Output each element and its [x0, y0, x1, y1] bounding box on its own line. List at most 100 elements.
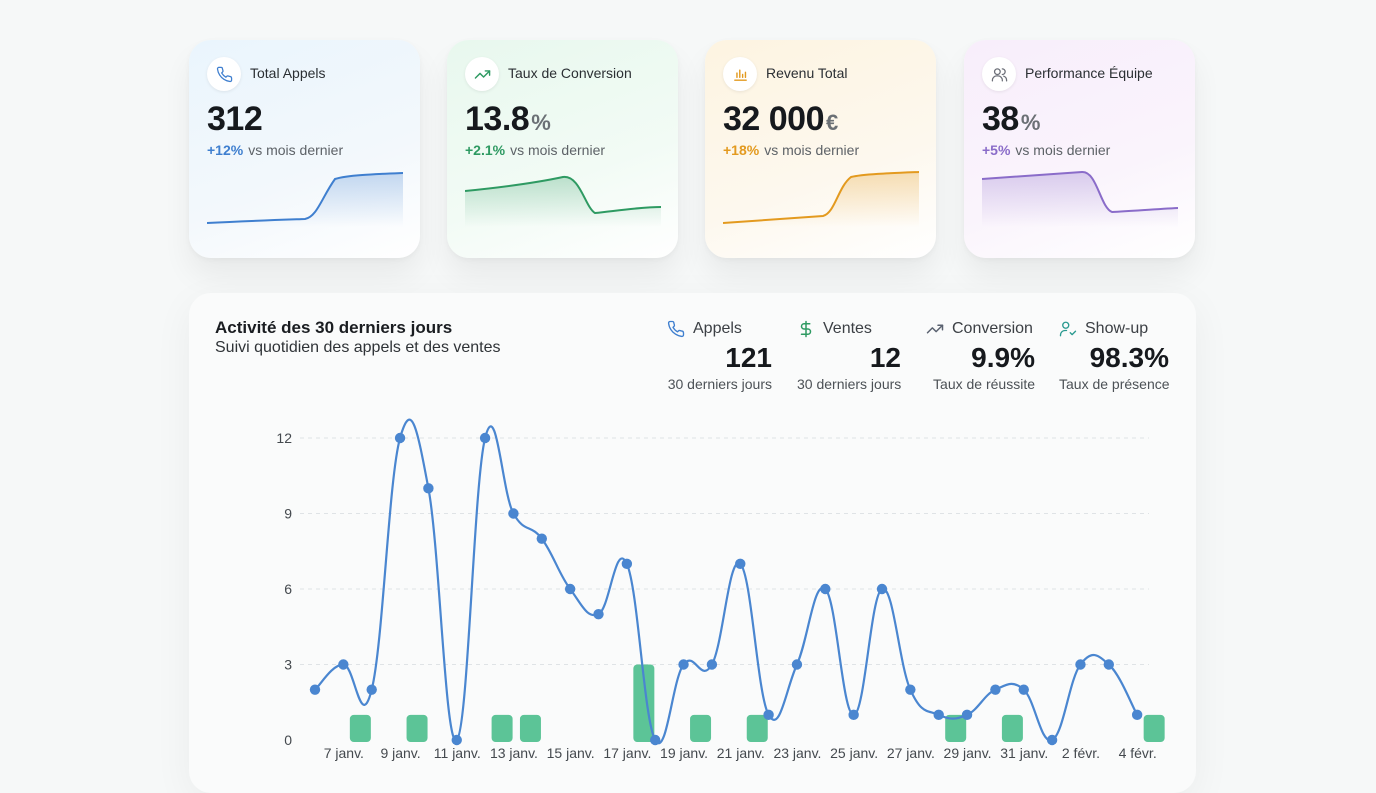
point-appels[interactable] — [1103, 659, 1114, 670]
panel-title: Activité des 30 derniers jours — [215, 318, 453, 337]
x-tick-label: 25 janv. — [830, 745, 878, 761]
sparkline-performance-equipe — [982, 170, 1178, 227]
x-tick-label: 9 janv. — [380, 745, 420, 761]
stat-foot: Taux de présence — [1059, 376, 1170, 392]
x-tick-label: 11 janv. — [434, 745, 481, 761]
kpi-title: Performance Équipe — [1025, 65, 1153, 81]
y-tick-label: 6 — [284, 581, 292, 597]
line-appels — [314, 418, 1139, 745]
kpi-value: 32 000€ — [723, 100, 838, 138]
point-appels[interactable] — [508, 508, 519, 519]
stat-value: 12 — [869, 342, 901, 373]
bar-ventes[interactable] — [1001, 714, 1023, 742]
point-appels[interactable] — [1046, 734, 1058, 746]
stat-appels: Appels 121 30 derniers jours — [667, 320, 772, 392]
point-appels[interactable] — [763, 709, 774, 721]
stat-foot: 30 derniers jours — [797, 376, 902, 392]
point-appels[interactable] — [706, 659, 718, 670]
point-appels[interactable] — [479, 432, 491, 444]
stat-value: 9.9% — [971, 342, 1035, 373]
kpi-row: Total Appels 312 +12% vs mois dernier Tau… — [189, 40, 1196, 258]
point-appels[interactable] — [564, 583, 576, 595]
x-tick-label: 31 janv. — [1000, 745, 1048, 761]
point-appels[interactable] — [1018, 684, 1029, 695]
x-tick-label: 17 janv. — [603, 745, 651, 761]
point-appels[interactable] — [451, 734, 462, 746]
point-appels[interactable] — [309, 684, 321, 695]
point-appels[interactable] — [848, 709, 859, 721]
stat-foot: Taux de réussite — [933, 376, 1035, 392]
kpi-card-taux-conversion[interactable]: Taux de Conversion 13.8% +2.1% vs mois de… — [447, 40, 678, 258]
point-appels[interactable] — [990, 684, 1001, 695]
kpi-value: 312 — [207, 100, 263, 138]
bar-ventes[interactable] — [519, 714, 541, 742]
point-appels[interactable] — [621, 558, 633, 570]
kpi-card-performance-equipe[interactable]: Performance Équipe 38% +5% vs mois dernie… — [964, 40, 1195, 258]
y-tick-label: 3 — [284, 657, 292, 673]
point-appels[interactable] — [933, 709, 944, 721]
kpi-title: Revenu Total — [766, 65, 848, 81]
x-tick-label: 7 janv. — [324, 745, 364, 761]
x-tick-label: 27 janv. — [887, 745, 935, 761]
user-check-icon — [1059, 321, 1077, 337]
bar-ventes[interactable] — [746, 714, 768, 742]
x-tick-label: 21 janv. — [717, 745, 765, 761]
stat-value: 98.3% — [1089, 342, 1169, 373]
stat-foot: 30 derniers jours — [667, 376, 772, 392]
x-tick-label: 15 janv. — [547, 745, 595, 761]
point-appels[interactable] — [905, 684, 916, 695]
point-appels[interactable] — [1075, 659, 1086, 670]
point-appels[interactable] — [394, 432, 406, 444]
stat-label: Ventes — [823, 320, 872, 337]
bar-ventes[interactable] — [349, 714, 371, 742]
stat-label: Appels — [693, 320, 742, 337]
dollar-icon — [800, 320, 812, 338]
kpi-delta: +2.1% vs mois dernier — [465, 142, 606, 158]
point-appels[interactable] — [791, 659, 803, 670]
trending-up-icon — [465, 57, 499, 91]
kpi-card-total-appels[interactable]: Total Appels 312 +12% vs mois dernier — [189, 40, 420, 258]
point-appels[interactable] — [820, 583, 831, 595]
x-tick-label: 23 janv. — [773, 745, 821, 761]
trending-up-icon — [926, 324, 944, 334]
sparkline-revenu-total — [723, 171, 919, 227]
point-appels[interactable] — [423, 483, 434, 494]
y-tick-label: 9 — [284, 506, 292, 522]
bar-chart-icon — [723, 57, 757, 91]
phone-icon — [667, 320, 685, 338]
point-appels[interactable] — [593, 608, 604, 620]
stat-label: Conversion — [952, 320, 1033, 337]
phone-icon — [207, 57, 241, 91]
bar-ventes[interactable] — [690, 714, 712, 742]
x-tick-label: 13 janv. — [490, 745, 538, 761]
bar-ventes[interactable] — [1143, 714, 1165, 742]
y-tick-label: 0 — [284, 732, 292, 748]
point-appels[interactable] — [735, 558, 746, 570]
users-icon — [982, 57, 1016, 91]
stat-ventes: Ventes 12 30 derniers jours — [797, 320, 901, 392]
stat-conversion: Conversion 9.9% Taux de réussite — [926, 320, 1035, 392]
point-appels[interactable] — [366, 684, 377, 695]
activity-panel: Activité des 30 derniers jours Suivi quo… — [189, 293, 1196, 793]
activity-chart: 0 3 6 9 12 7 janv. 9 janv. 11 janv. 13 janv. 15 j… — [276, 418, 1165, 761]
point-appels[interactable] — [876, 583, 888, 595]
point-appels[interactable] — [961, 709, 973, 721]
kpi-delta: +18% vs mois dernier — [723, 142, 860, 158]
point-appels[interactable] — [338, 659, 349, 670]
x-tick-label: 2 févr. — [1062, 745, 1100, 761]
sparkline-taux-conversion — [465, 176, 661, 227]
x-tick-label: 29 janv. — [944, 745, 992, 761]
point-appels[interactable] — [650, 734, 661, 746]
stat-label: Show-up — [1085, 320, 1149, 337]
kpi-value: 38% — [982, 100, 1040, 138]
kpi-delta: +5% vs mois dernier — [982, 142, 1111, 158]
point-appels[interactable] — [1131, 709, 1143, 721]
bar-ventes[interactable] — [945, 714, 967, 742]
point-appels[interactable] — [678, 659, 689, 670]
point-appels[interactable] — [536, 533, 547, 544]
stat-show-up: Show-up 98.3% Taux de présence — [1059, 320, 1170, 392]
kpi-card-revenu-total[interactable]: Revenu Total 32 000€ +18% vs mois dernier — [705, 40, 936, 258]
bar-ventes[interactable] — [406, 714, 428, 742]
bar-ventes[interactable] — [491, 714, 513, 742]
x-tick-label: 19 janv. — [660, 745, 708, 761]
